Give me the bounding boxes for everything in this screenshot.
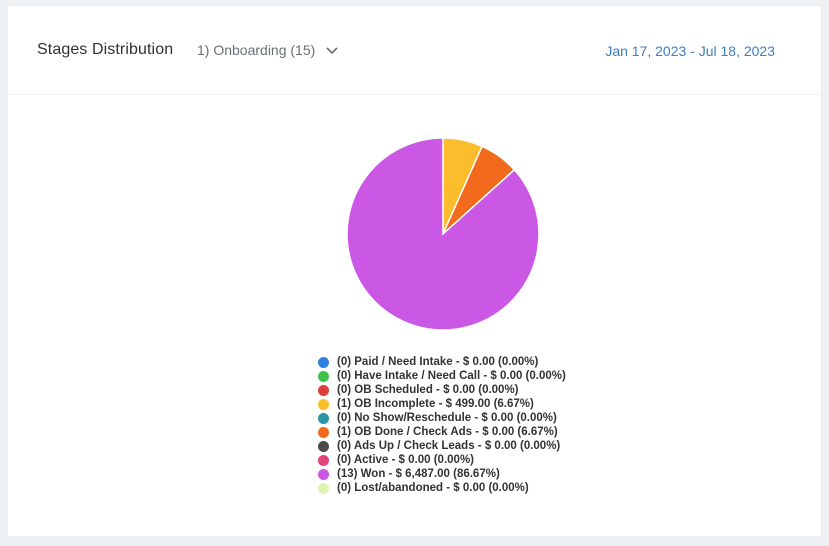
legend-item[interactable]: (0) Ads Up / Check Leads - $ 0.00 (0.00%…: [318, 439, 566, 453]
legend-label: (1) OB Done / Check Ads - $ 0.00 (6.67%): [337, 426, 558, 438]
chevron-down-icon: [325, 43, 339, 57]
legend-marker: [318, 412, 329, 424]
legend-marker: [318, 482, 329, 494]
legend-label: (0) Active - $ 0.00 (0.00%): [337, 454, 474, 466]
legend-marker: [318, 426, 329, 438]
legend-marker: [318, 454, 329, 466]
legend-marker: [318, 384, 329, 396]
legend-item[interactable]: (0) Active - $ 0.00 (0.00%): [318, 453, 566, 467]
legend-item[interactable]: (13) Won - $ 6,487.00 (86.67%): [318, 467, 566, 481]
legend-marker: [318, 370, 329, 382]
pipeline-dropdown[interactable]: 1) Onboarding (15): [197, 42, 339, 58]
chart-area: (0) Paid / Need Intake - $ 0.00 (0.00%) (…: [8, 94, 821, 536]
legend-label: (0) Paid / Need Intake - $ 0.00 (0.00%): [337, 356, 539, 368]
legend-item[interactable]: (0) Lost/abandoned - $ 0.00 (0.00%): [318, 481, 566, 495]
legend-item[interactable]: (0) Paid / Need Intake - $ 0.00 (0.00%): [318, 355, 566, 369]
legend-marker: [318, 440, 329, 452]
legend-item[interactable]: (0) Have Intake / Need Call - $ 0.00 (0.…: [318, 369, 566, 383]
legend-label: (0) Lost/abandoned - $ 0.00 (0.00%): [337, 482, 529, 494]
legend-item[interactable]: (1) OB Done / Check Ads - $ 0.00 (6.67%): [318, 425, 566, 439]
legend-item[interactable]: (0) No Show/Reschedule - $ 0.00 (0.00%): [318, 411, 566, 425]
legend-marker: [318, 468, 329, 480]
legend-label: (13) Won - $ 6,487.00 (86.67%): [337, 468, 500, 480]
pipeline-dropdown-label: 1) Onboarding (15): [197, 42, 316, 58]
card-header: Stages Distribution 1) Onboarding (15) J…: [8, 6, 821, 95]
legend-label: (0) Have Intake / Need Call - $ 0.00 (0.…: [337, 370, 566, 382]
legend-label: (0) OB Scheduled - $ 0.00 (0.00%): [337, 384, 519, 396]
legend-label: (0) No Show/Reschedule - $ 0.00 (0.00%): [337, 412, 557, 424]
chart-legend: (0) Paid / Need Intake - $ 0.00 (0.00%) (…: [318, 355, 566, 495]
legend-marker: [318, 398, 329, 410]
card-title: Stages Distribution: [37, 41, 174, 58]
stages-distribution-card: Stages Distribution 1) Onboarding (15) J…: [8, 6, 821, 536]
date-range-picker[interactable]: Jan 17, 2023 - Jul 18, 2023: [605, 43, 775, 59]
pie-chart: [346, 137, 540, 331]
legend-label: (0) Ads Up / Check Leads - $ 0.00 (0.00%…: [337, 440, 561, 452]
legend-marker: [318, 356, 329, 368]
legend-item[interactable]: (0) OB Scheduled - $ 0.00 (0.00%): [318, 383, 566, 397]
legend-label: (1) OB Incomplete - $ 499.00 (6.67%): [337, 398, 534, 410]
pie-slice-8[interactable]: [346, 137, 540, 331]
legend-item[interactable]: (1) OB Incomplete - $ 499.00 (6.67%): [318, 397, 566, 411]
